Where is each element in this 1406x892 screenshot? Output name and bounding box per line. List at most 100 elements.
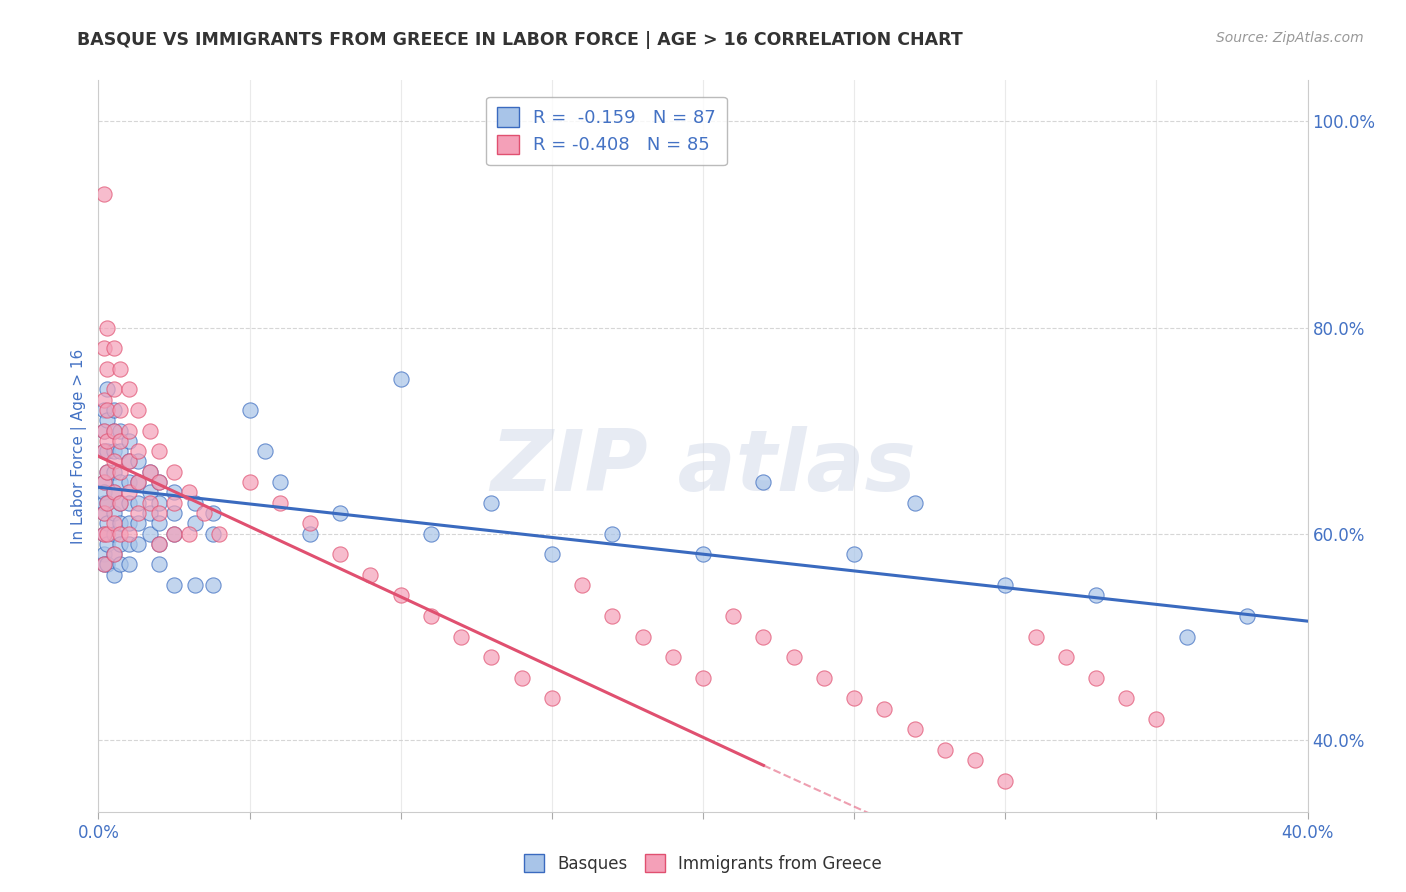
Point	[481, 496, 503, 510]
Point	[108, 444, 131, 458]
Point	[108, 558, 131, 572]
Point	[118, 496, 141, 510]
Point	[602, 526, 624, 541]
Point	[329, 547, 352, 561]
Point	[93, 403, 115, 417]
Point	[148, 537, 170, 551]
Point	[163, 506, 186, 520]
Point	[103, 424, 125, 438]
Point	[1144, 712, 1167, 726]
Point	[148, 475, 170, 489]
Point	[96, 403, 118, 417]
Point	[93, 186, 115, 201]
Point	[253, 444, 276, 458]
Point	[93, 475, 115, 489]
Point	[103, 382, 125, 396]
Point	[96, 465, 118, 479]
Point	[127, 403, 149, 417]
Point	[139, 526, 162, 541]
Point	[299, 526, 322, 541]
Point	[103, 485, 125, 500]
Point	[208, 526, 231, 541]
Point	[602, 609, 624, 624]
Point	[118, 537, 141, 551]
Point	[202, 578, 225, 592]
Point	[389, 588, 412, 602]
Point	[118, 558, 141, 572]
Point	[96, 465, 118, 479]
Point	[127, 475, 149, 489]
Point	[118, 454, 141, 468]
Point	[93, 506, 115, 520]
Point	[661, 650, 683, 665]
Point	[93, 496, 115, 510]
Point	[118, 454, 141, 468]
Point	[96, 526, 118, 541]
Point	[139, 485, 162, 500]
Point	[148, 537, 170, 551]
Point	[420, 609, 443, 624]
Point	[179, 526, 201, 541]
Point	[96, 361, 118, 376]
Point	[723, 609, 745, 624]
Point	[93, 485, 115, 500]
Point	[163, 465, 186, 479]
Point	[540, 547, 562, 561]
Point	[148, 558, 170, 572]
Text: ZIP atlas: ZIP atlas	[491, 426, 915, 509]
Point	[1054, 650, 1077, 665]
Point	[108, 516, 131, 531]
Point	[96, 496, 118, 510]
Point	[139, 465, 162, 479]
Point	[93, 475, 115, 489]
Point	[139, 465, 162, 479]
Point	[239, 403, 262, 417]
Point	[179, 485, 201, 500]
Point	[103, 547, 125, 561]
Point	[108, 465, 131, 479]
Point	[510, 671, 533, 685]
Point	[108, 403, 131, 417]
Point	[904, 496, 927, 510]
Point	[873, 702, 896, 716]
Point	[450, 630, 472, 644]
Point	[420, 526, 443, 541]
Point	[139, 424, 162, 438]
Point	[118, 382, 141, 396]
Point	[103, 341, 125, 355]
Point	[184, 496, 207, 510]
Point	[389, 372, 412, 386]
Point	[93, 392, 115, 407]
Point	[148, 444, 170, 458]
Legend: R =  -0.159   N = 87, R = -0.408   N = 85: R = -0.159 N = 87, R = -0.408 N = 85	[486, 96, 727, 165]
Point	[994, 773, 1017, 788]
Point	[103, 485, 125, 500]
Point	[269, 475, 291, 489]
Point	[96, 496, 118, 510]
Point	[1085, 671, 1108, 685]
Point	[148, 475, 170, 489]
Point	[202, 506, 225, 520]
Point	[329, 506, 352, 520]
Point	[148, 506, 170, 520]
Point	[93, 526, 115, 541]
Point	[299, 516, 322, 531]
Point	[540, 691, 562, 706]
Point	[904, 723, 927, 737]
Point	[752, 475, 775, 489]
Point	[96, 413, 118, 427]
Point	[108, 496, 131, 510]
Point	[1175, 630, 1198, 644]
Point	[844, 547, 866, 561]
Point	[934, 743, 956, 757]
Point	[93, 424, 115, 438]
Point	[127, 444, 149, 458]
Point	[108, 475, 131, 489]
Point	[93, 506, 115, 520]
Point	[108, 361, 131, 376]
Point	[96, 537, 118, 551]
Point	[103, 465, 125, 479]
Point	[139, 496, 162, 510]
Point	[127, 516, 149, 531]
Point	[93, 444, 115, 458]
